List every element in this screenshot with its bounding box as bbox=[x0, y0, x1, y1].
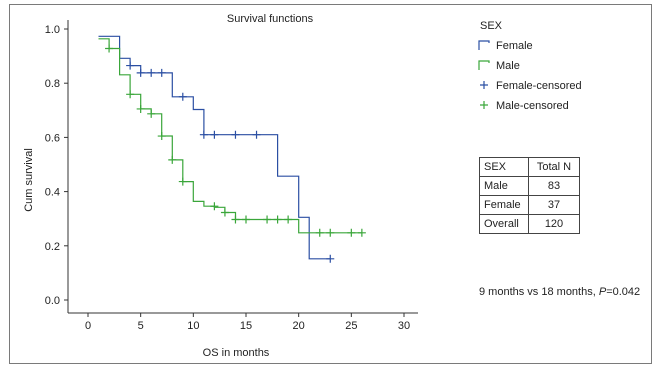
chart-title: Survival functions bbox=[227, 13, 314, 25]
table-header-total-n: Total N bbox=[528, 157, 580, 177]
table-row-count: 83 bbox=[528, 176, 580, 196]
x-tick-label: 15 bbox=[240, 320, 252, 332]
x-tick-label: 20 bbox=[293, 320, 305, 332]
censor-mark-male bbox=[326, 228, 335, 237]
y-axis-label: Cum survival bbox=[23, 148, 35, 212]
table-row-label: Overall bbox=[479, 214, 529, 234]
x-tick-label: 25 bbox=[345, 320, 357, 332]
legend-title: SEX bbox=[480, 20, 503, 32]
x-tick-label: 30 bbox=[398, 320, 410, 332]
censor-mark-male bbox=[242, 215, 250, 224]
y-tick-label: 0.4 bbox=[45, 187, 60, 199]
censor-mark-female bbox=[147, 68, 156, 77]
table-header-sex: SEX bbox=[479, 157, 529, 177]
x-axis-label: OS in months bbox=[203, 347, 270, 359]
censor-mark-female bbox=[178, 92, 187, 101]
table-row-label: Female bbox=[479, 195, 529, 215]
table-row-label: Male bbox=[479, 176, 529, 196]
censor-mark-female bbox=[231, 130, 240, 139]
y-tick-label: 0.8 bbox=[45, 78, 60, 90]
censor-mark-female bbox=[136, 68, 145, 77]
series-line-male bbox=[98, 38, 362, 234]
table-row-count: 37 bbox=[528, 195, 580, 215]
table-row: Male 83 bbox=[479, 176, 580, 196]
censor-mark-male bbox=[315, 228, 324, 237]
comparison-note: 9 months vs 18 months, P=0.042 bbox=[479, 286, 640, 298]
censor-mark-male bbox=[147, 109, 156, 118]
legend-swatch-male bbox=[478, 60, 490, 70]
censor-mark-male bbox=[263, 215, 272, 224]
total-n-table: SEX Total N Male 83 Female 37 Overall 12… bbox=[479, 157, 580, 234]
censor-mark-male bbox=[168, 155, 177, 164]
chart-frame bbox=[9, 4, 652, 364]
censor-mark-male bbox=[210, 202, 219, 211]
table-row-count: 120 bbox=[528, 214, 580, 234]
legend-swatch-female bbox=[478, 40, 490, 50]
censor-mark-male bbox=[178, 177, 187, 186]
censor-mark-female bbox=[199, 130, 208, 139]
x-tick-label: 5 bbox=[138, 320, 144, 332]
survival-curves bbox=[98, 35, 366, 263]
censor-mark-male bbox=[220, 208, 229, 217]
censor-mark-female bbox=[326, 254, 335, 263]
censor-mark-male bbox=[284, 215, 293, 224]
series-line-female bbox=[98, 35, 331, 260]
censor-mark-male bbox=[357, 228, 366, 237]
y-tick-label: 1.0 bbox=[45, 24, 60, 36]
y-tick-label: 0.0 bbox=[45, 295, 60, 307]
censor-mark-male bbox=[347, 228, 356, 237]
legend-label-male: Male bbox=[496, 60, 520, 72]
y-tick-label: 0.6 bbox=[45, 132, 60, 144]
censor-mark-male bbox=[126, 90, 135, 99]
y-tick-label: 0.2 bbox=[45, 241, 60, 253]
table-header-row: SEX Total N bbox=[479, 157, 580, 177]
censor-mark-male bbox=[157, 132, 166, 141]
censor-mark-female bbox=[252, 130, 261, 139]
censor-mark-male bbox=[105, 44, 114, 53]
axes: 0 5 10 15 20 25 30 0.0 0.2 0.4 0.6 0.8 1.0 bbox=[45, 20, 418, 332]
censor-mark-female bbox=[157, 68, 166, 77]
table-row: Overall 120 bbox=[479, 214, 580, 234]
censor-mark-male bbox=[231, 215, 240, 224]
x-tick-label: 0 bbox=[85, 320, 91, 332]
table-row: Female 37 bbox=[479, 195, 580, 215]
legend-label-female-censored: Female-censored bbox=[496, 80, 582, 92]
p-value: =0.042 bbox=[606, 286, 641, 298]
legend-label-male-censored: Male-censored bbox=[496, 100, 569, 112]
legend-swatch-male-censored bbox=[480, 101, 488, 109]
censor-mark-male bbox=[273, 215, 282, 224]
p-symbol: P bbox=[598, 286, 607, 298]
censor-mark-female bbox=[126, 61, 135, 70]
note-text: 9 months vs 18 months, bbox=[479, 286, 599, 298]
x-tick-label: 10 bbox=[187, 320, 199, 332]
legend-swatch-female-censored bbox=[480, 81, 488, 89]
censor-mark-female bbox=[210, 130, 219, 139]
censor-mark-male bbox=[136, 104, 145, 113]
legend: SEX Female Male Female-censored Male-censor… bbox=[478, 20, 582, 112]
legend-label-female: Female bbox=[496, 40, 533, 52]
